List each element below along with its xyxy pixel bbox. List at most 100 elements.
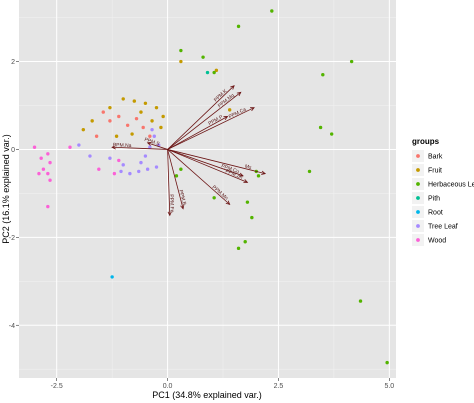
loading-vector bbox=[167, 116, 228, 150]
data-point bbox=[121, 97, 125, 101]
series-herbaceous-leaf bbox=[174, 9, 389, 365]
data-point bbox=[236, 24, 241, 29]
data-point bbox=[143, 101, 148, 105]
legend-key-dot bbox=[416, 224, 420, 228]
data-point bbox=[152, 134, 156, 138]
data-point bbox=[270, 9, 274, 13]
points-layer bbox=[32, 9, 389, 365]
loading-vector-arrowhead bbox=[230, 85, 235, 90]
data-point bbox=[159, 125, 163, 130]
legend-label: Pith bbox=[428, 196, 440, 203]
legend-item: Pith bbox=[412, 192, 440, 204]
legend: groups Bark Fruit Herbaceous Leaf Pith Root T… bbox=[412, 137, 474, 246]
data-point bbox=[145, 167, 150, 171]
y-tick-label: 0 bbox=[11, 147, 15, 154]
legend-label: Bark bbox=[428, 154, 443, 161]
data-point bbox=[32, 145, 37, 149]
data-point bbox=[212, 70, 216, 75]
loading-vector bbox=[167, 91, 242, 150]
loading-vector-arrowhead bbox=[111, 145, 116, 150]
y-axis-ticks: -4 -2 0 2 bbox=[9, 59, 19, 330]
data-point bbox=[150, 119, 154, 123]
data-point bbox=[108, 156, 112, 160]
legend-item: Wood bbox=[412, 234, 446, 246]
loading-vector-arrowhead bbox=[236, 91, 242, 97]
data-point bbox=[48, 178, 52, 182]
legend-item: Tree Leaf bbox=[412, 220, 458, 232]
data-point bbox=[245, 200, 250, 204]
data-point bbox=[139, 110, 143, 114]
loading-vector-arrowhead bbox=[243, 179, 249, 184]
loading-vector bbox=[167, 149, 230, 205]
data-point bbox=[321, 73, 325, 77]
data-point bbox=[141, 125, 145, 130]
legend-label: Wood bbox=[428, 238, 446, 245]
loading-vector-arrowhead bbox=[261, 170, 267, 175]
data-point bbox=[318, 125, 323, 130]
legend-entries: Bark Fruit Herbaceous Leaf Pith Root Tree Lea… bbox=[412, 150, 474, 246]
series-root bbox=[110, 275, 114, 279]
data-point bbox=[150, 127, 154, 132]
data-point bbox=[137, 169, 141, 174]
loading-vector bbox=[147, 142, 168, 150]
data-point bbox=[201, 55, 205, 59]
x-tick-label: 2.5 bbox=[274, 383, 284, 390]
loading-vector-arrowhead bbox=[223, 116, 229, 120]
legend-label: Root bbox=[428, 210, 443, 217]
data-point bbox=[37, 171, 41, 176]
data-point bbox=[46, 152, 50, 156]
x-tick-label: -2.5 bbox=[51, 383, 63, 390]
data-point bbox=[214, 68, 219, 73]
x-tick-label: 0.0 bbox=[163, 383, 173, 390]
loading-vector bbox=[167, 149, 248, 183]
loading-vector-arrowhead bbox=[238, 172, 244, 177]
data-point bbox=[48, 160, 52, 165]
y-tick-label: 2 bbox=[11, 59, 15, 66]
y-tick-label: -2 bbox=[9, 235, 15, 242]
legend-key-dot bbox=[416, 154, 420, 158]
data-point bbox=[97, 167, 101, 171]
data-point bbox=[112, 171, 117, 176]
loading-vector bbox=[167, 149, 184, 209]
data-point bbox=[256, 174, 261, 178]
data-point bbox=[179, 59, 183, 64]
loading-vector-label: PPM.S bbox=[144, 137, 161, 148]
data-point bbox=[212, 196, 216, 200]
data-point bbox=[139, 160, 143, 165]
data-point bbox=[117, 158, 121, 163]
loading-vector bbox=[167, 149, 244, 177]
data-point bbox=[77, 143, 81, 147]
y-tick-label: -4 bbox=[9, 323, 15, 330]
grid-minor bbox=[19, 0, 396, 378]
plot-panel bbox=[19, 0, 396, 378]
data-point bbox=[88, 154, 92, 158]
loading-vector-arrowhead bbox=[180, 204, 185, 210]
data-point bbox=[205, 70, 210, 75]
data-point bbox=[227, 108, 232, 112]
data-point bbox=[329, 132, 334, 136]
loading-vector-arrowhead bbox=[250, 107, 255, 112]
loading-vector bbox=[167, 107, 255, 150]
data-point bbox=[250, 215, 254, 220]
legend-item: Bark bbox=[412, 150, 443, 162]
x-tick-label: 5.0 bbox=[384, 383, 394, 390]
data-point bbox=[121, 163, 125, 167]
data-point bbox=[179, 167, 183, 171]
data-point bbox=[236, 246, 241, 251]
loading-vector-arrowhead bbox=[225, 200, 231, 205]
data-point bbox=[114, 134, 119, 138]
data-point bbox=[68, 145, 72, 149]
loading-vector-label: PPM.Cu bbox=[220, 163, 240, 175]
data-point bbox=[108, 119, 112, 123]
loading-vector bbox=[167, 149, 266, 175]
series-wood bbox=[32, 145, 121, 209]
x-axis-title: PC1 (34.8% explained var.) bbox=[152, 390, 262, 400]
data-point bbox=[154, 105, 159, 110]
legend-label: Fruit bbox=[428, 168, 442, 175]
data-point bbox=[108, 105, 112, 110]
data-point bbox=[307, 169, 312, 174]
data-point bbox=[161, 114, 165, 119]
data-point bbox=[81, 127, 86, 132]
data-point bbox=[94, 134, 99, 138]
